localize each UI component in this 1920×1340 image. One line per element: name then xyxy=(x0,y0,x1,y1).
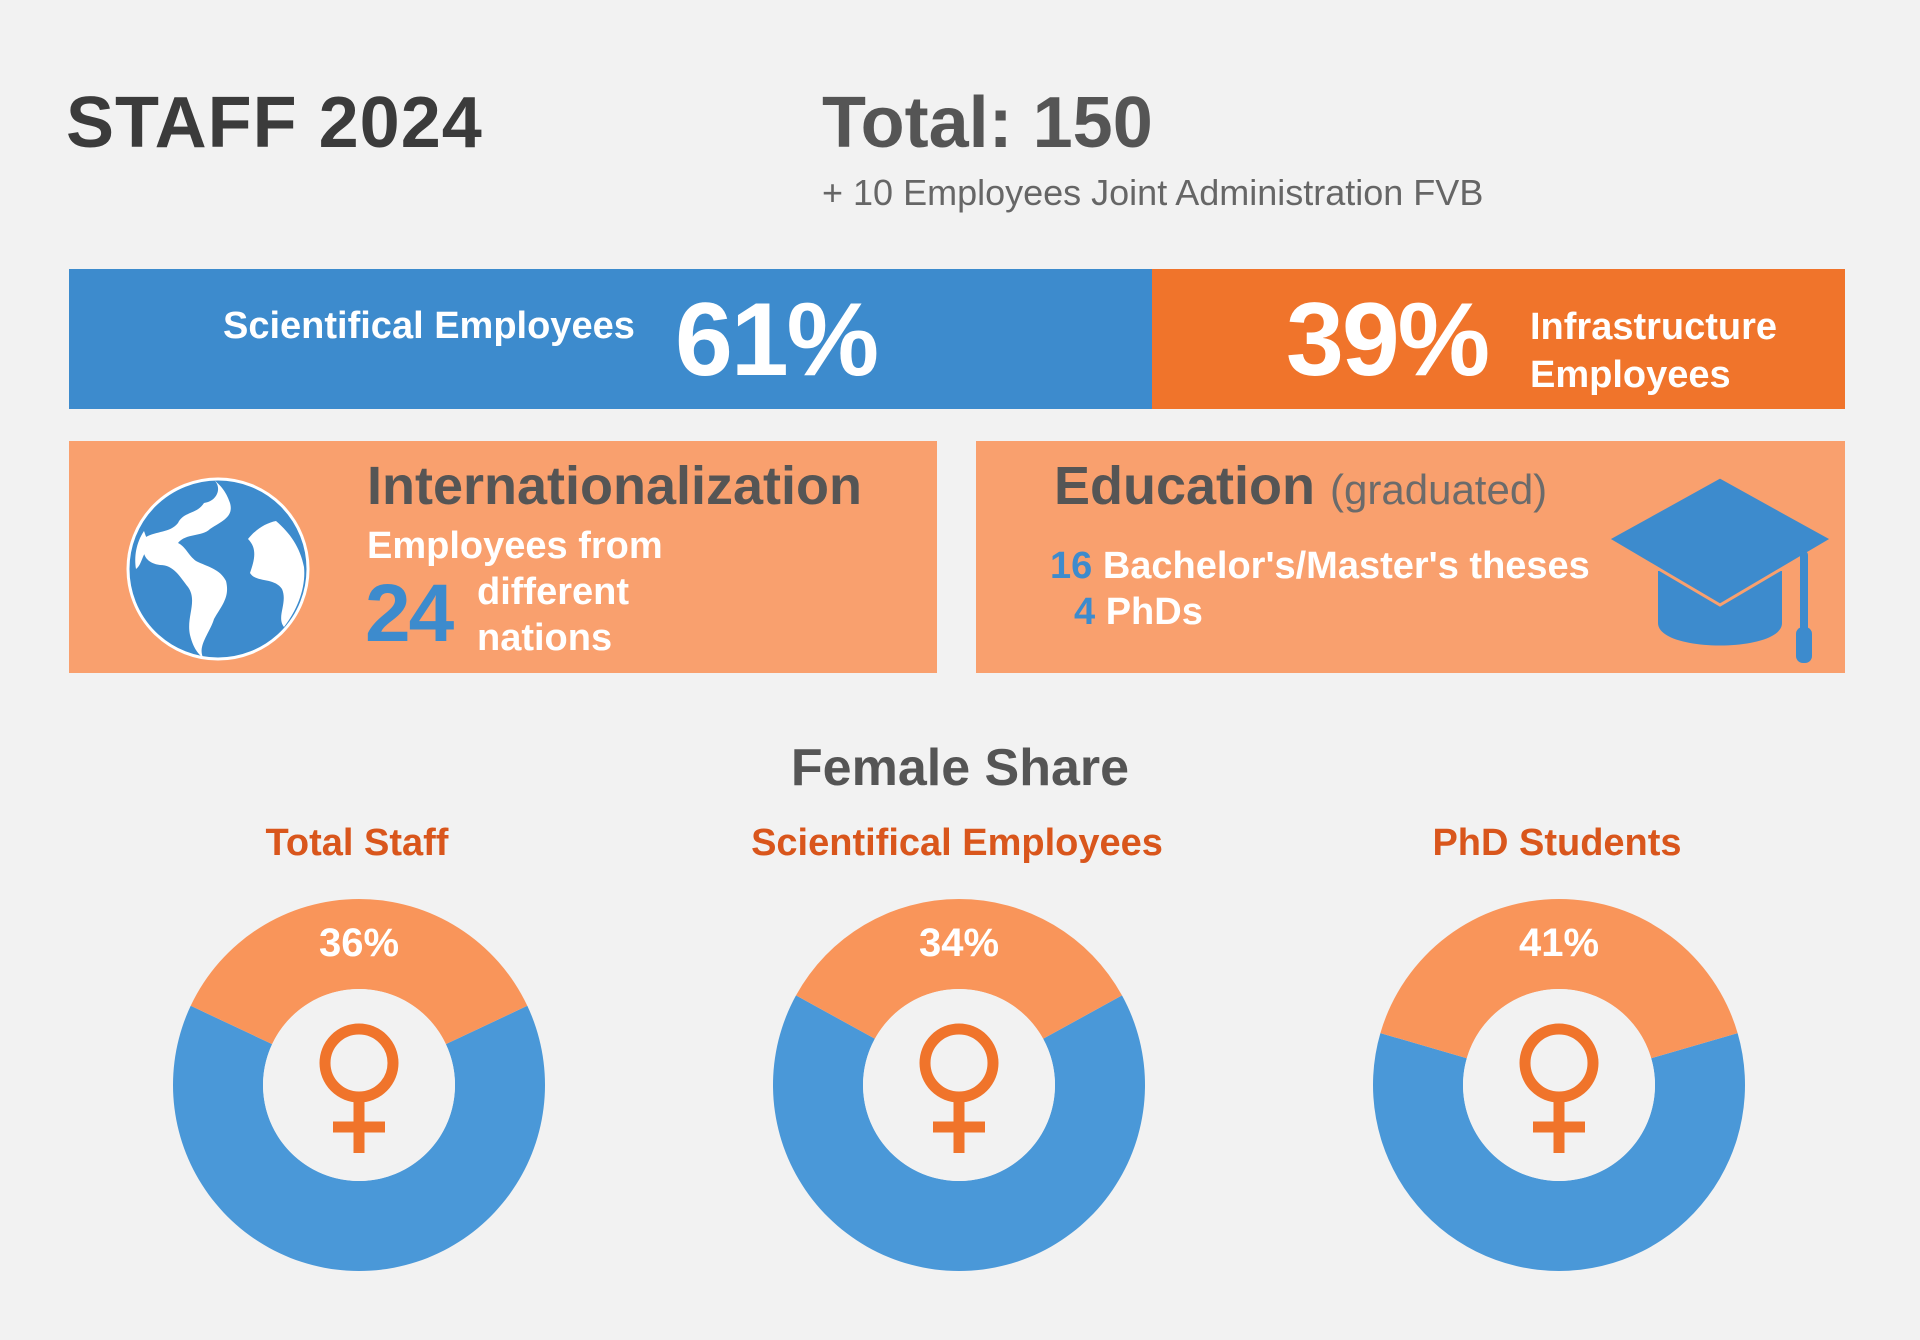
internationalization-card: Internationalization Employees from 24 d… xyxy=(69,441,937,673)
scientific-label: Scientifical Employees xyxy=(223,305,635,347)
education-heading: Education (graduated) xyxy=(1054,455,1547,517)
female-share-title: Female Share xyxy=(790,739,1130,797)
infrastructure-label-line2: Employees xyxy=(1530,354,1731,396)
donut-slice-other xyxy=(773,995,1145,1271)
donut-hole xyxy=(1463,989,1655,1181)
donut-hole xyxy=(263,989,455,1181)
donut-slice-female xyxy=(796,899,1122,1039)
internationalization-line2: different xyxy=(477,571,629,613)
infrastructure-label-line1: Infrastructure xyxy=(1530,306,1778,348)
donut-slice-female xyxy=(1380,899,1738,1059)
donut-hole xyxy=(863,989,1055,1181)
donut-title-scientific: Scientifical Employees xyxy=(751,822,1163,864)
internationalization-line1: Employees from xyxy=(367,525,663,567)
theses-count: 16 xyxy=(1050,545,1093,587)
donut-percent-label: 36% xyxy=(319,921,399,965)
infrastructure-label: Infrastructure Employees xyxy=(1530,303,1777,399)
female-symbol-icon xyxy=(319,1023,399,1153)
theses-row: 16 Bachelor's/Master's theses xyxy=(1050,545,1590,588)
female-symbol-icon xyxy=(919,1023,999,1153)
donut-phd: 41% xyxy=(1373,899,1745,1271)
donut-slice-other xyxy=(172,1005,545,1271)
donut-slice-female xyxy=(190,899,528,1045)
donut-percent-label: 34% xyxy=(919,921,999,965)
graduation-cap-icon xyxy=(1606,475,1836,663)
education-heading-text: Education xyxy=(1054,456,1316,516)
nations-count: 24 xyxy=(365,568,454,659)
infrastructure-segment: 39% Infrastructure Employees xyxy=(1152,269,1845,409)
donut-total-staff: 36% xyxy=(172,899,545,1271)
donut-title-total-staff: Total Staff xyxy=(265,822,449,864)
total-count: Total: 150 xyxy=(822,83,1153,163)
phd-count: 4 xyxy=(1074,591,1096,633)
internationalization-line3: nations xyxy=(477,617,613,659)
education-qualifier: (graduated) xyxy=(1330,466,1548,513)
internationalization-heading: Internationalization xyxy=(367,456,863,516)
scientific-percent: 61% xyxy=(675,282,879,398)
employee-split-bar: Scientifical Employees 61% 39% Infrastru… xyxy=(69,269,1845,409)
donut-slice-other xyxy=(1373,1033,1745,1271)
education-card: Education (graduated) 16 Bachelor's/Mast… xyxy=(976,441,1845,673)
total-subtext: + 10 Employees Joint Administration FVB xyxy=(822,172,1484,213)
donut-scientific: 34% xyxy=(773,899,1145,1271)
donut-title-phd: PhD Students xyxy=(1432,822,1682,864)
phd-label: PhDs xyxy=(1105,591,1203,633)
infrastructure-percent: 39% xyxy=(1286,282,1490,398)
female-symbol-icon xyxy=(1519,1023,1599,1153)
globe-icon xyxy=(126,477,310,661)
phd-row: 4 PhDs xyxy=(1074,591,1203,634)
donut-percent-label: 41% xyxy=(1519,921,1599,965)
scientific-segment: Scientifical Employees 61% xyxy=(69,269,1152,409)
page-title: STAFF 2024 xyxy=(66,83,483,163)
theses-label: Bachelor's/Master's theses xyxy=(1102,545,1590,587)
